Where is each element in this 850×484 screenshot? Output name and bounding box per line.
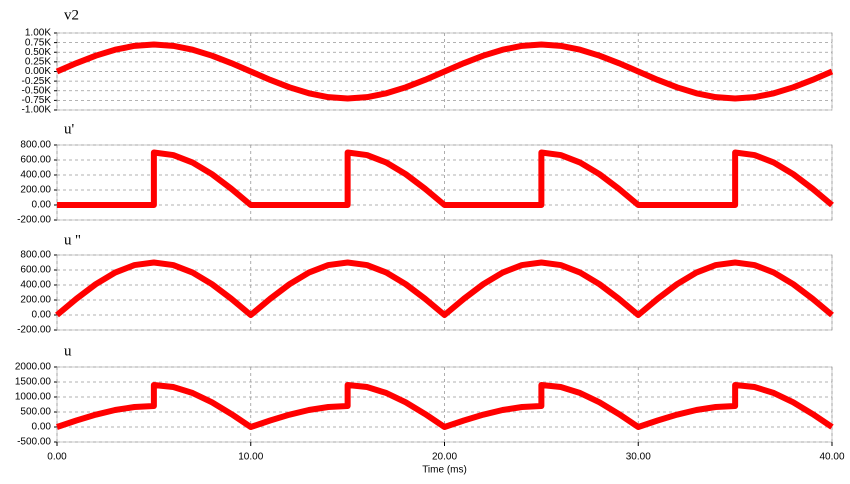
- panel-title: u: [64, 343, 72, 359]
- y-tick-label: 200.00: [20, 295, 51, 306]
- title-box: [60, 231, 100, 251]
- y-tick-label: 0.00: [32, 200, 52, 211]
- x-axis-label: Time (ms): [422, 465, 467, 476]
- y-tick-label: 0.75K: [25, 37, 51, 48]
- x-tick-label: 40.00: [819, 452, 844, 463]
- y-tick-label: 2000.00: [15, 362, 52, 373]
- y-tick-label: 1000.00: [15, 392, 52, 403]
- y-tick-label: -0.25K: [22, 76, 52, 87]
- y-tick-label: 800.00: [20, 250, 51, 261]
- x-tick-label: 0.00: [47, 452, 67, 463]
- waveform: [57, 149, 834, 208]
- y-tick-label: 800.00: [20, 140, 51, 151]
- y-tick-label: 0.25K: [25, 57, 51, 68]
- y-tick-label: 0.50K: [25, 47, 51, 58]
- y-tick-label: 500.00: [20, 407, 51, 418]
- waveform: [55, 41, 834, 102]
- y-tick-label: -200.00: [17, 215, 51, 226]
- y-tick-label: 0.00: [32, 310, 52, 321]
- y-tick-label: 1500.00: [15, 377, 52, 388]
- waveform: [56, 382, 834, 430]
- y-tick-label: 600.00: [20, 155, 51, 166]
- y-tick-label: -1.00K: [22, 105, 52, 116]
- title-box: [60, 6, 100, 26]
- title-box: [60, 342, 100, 362]
- x-tick-label: 10.00: [238, 452, 263, 463]
- y-tick-label: 0.00: [32, 422, 52, 433]
- y-tick-label: 400.00: [20, 280, 51, 291]
- y-tick-label: -500.00: [17, 437, 51, 448]
- panel-title: u '': [64, 232, 81, 248]
- y-tick-label: 400.00: [20, 170, 51, 181]
- panel-title: v2: [64, 7, 79, 23]
- title-box: [60, 120, 100, 140]
- y-tick-label: 0.00K: [25, 66, 51, 77]
- waveform: [55, 259, 834, 318]
- x-tick-label: 20.00: [432, 452, 457, 463]
- panel-title: u': [64, 121, 75, 137]
- y-tick-label: -0.50K: [22, 85, 52, 96]
- y-tick-label: 200.00: [20, 185, 51, 196]
- y-tick-label: 600.00: [20, 265, 51, 276]
- y-tick-label: 1.00K: [25, 28, 51, 39]
- y-tick-label: -200.00: [17, 325, 51, 336]
- y-tick-label: -0.75K: [22, 95, 52, 106]
- x-tick-label: 30.00: [626, 452, 651, 463]
